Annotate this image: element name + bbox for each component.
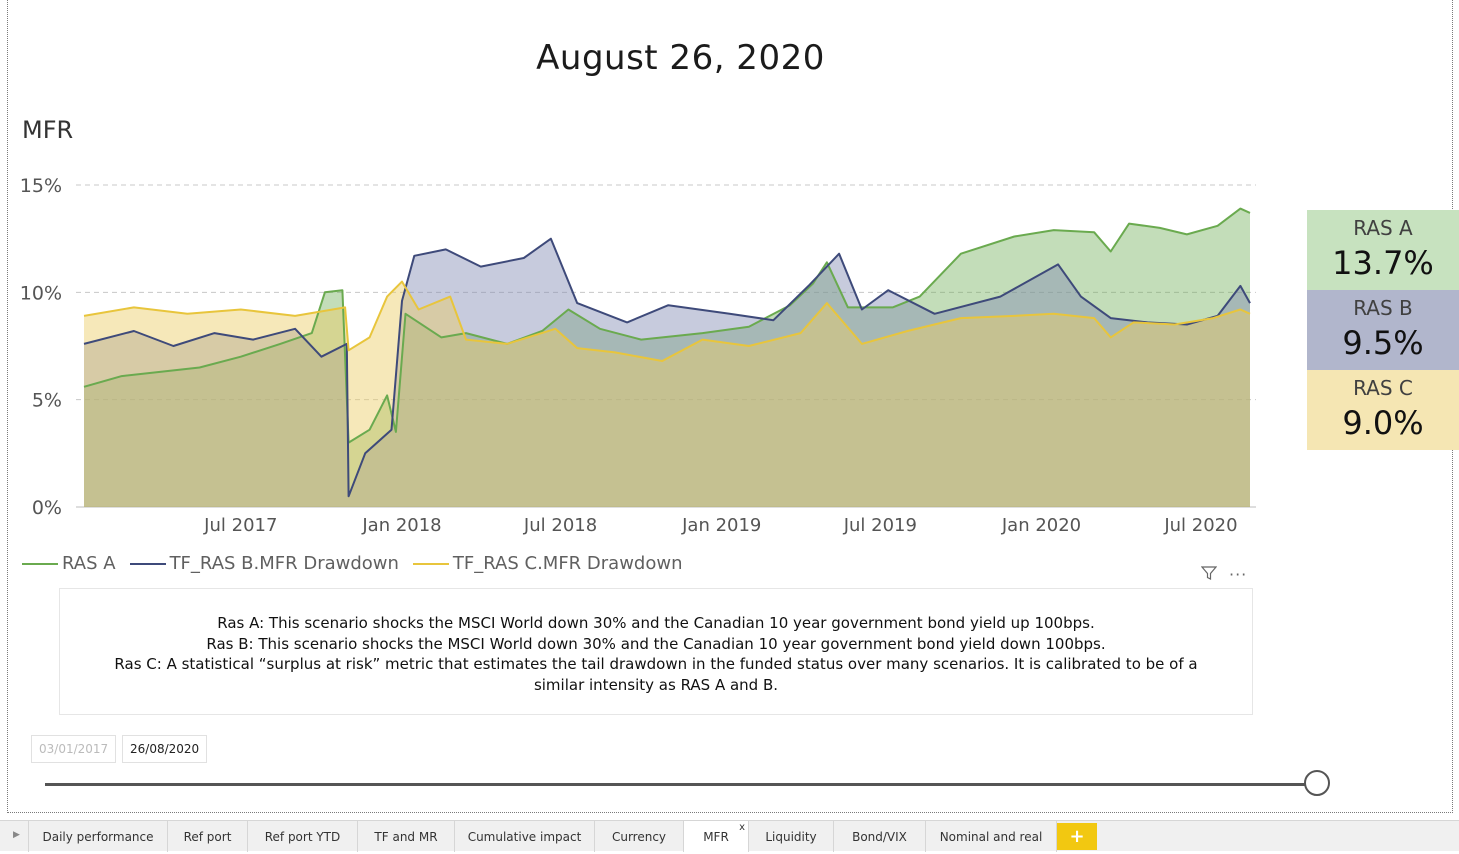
y-tick-label: 5% — [32, 390, 62, 412]
kpi-label-ras-a: RAS A — [1353, 216, 1413, 240]
description-ras-c: Ras C: A statistical “surplus at risk” m… — [114, 655, 1198, 694]
page-tabs-bar: ▶ Daily performance Ref port Ref port YT… — [0, 820, 1459, 852]
tab-label: Currency — [611, 830, 667, 844]
tab-cumulative-impact[interactable]: Cumulative impact — [455, 821, 595, 852]
visual-header: ··· — [1200, 565, 1248, 585]
tab-label: Ref port — [183, 830, 232, 844]
date-slicer-start-input[interactable]: 03/01/2017 — [31, 735, 117, 763]
kpi-label-ras-c: RAS C — [1353, 376, 1413, 400]
tab-bond-vix[interactable]: Bond/VIX — [834, 821, 926, 852]
legend-label-ras-a: RAS A — [62, 553, 116, 574]
tab-label: MFR — [703, 830, 729, 844]
tab-liquidity[interactable]: Liquidity — [749, 821, 834, 852]
description-ras-b: Ras B: This scenario shocks the MSCI Wor… — [206, 634, 1106, 653]
area-fill-ras-b — [84, 238, 1250, 507]
tab-nominal-and-real[interactable]: Nominal and real — [926, 821, 1057, 852]
legend-label-ras-b: TF_RAS B.MFR Drawdown — [169, 553, 399, 574]
x-tick-label: Jan 2018 — [361, 515, 441, 536]
x-tick-label: Jan 2019 — [681, 515, 761, 536]
x-tick-label: Jan 2020 — [1001, 515, 1081, 536]
kpi-card-ras-a: RAS A 13.7% — [1307, 210, 1459, 290]
date-slider-track[interactable] — [45, 783, 1318, 786]
series-line-ras-c — [83, 280, 1251, 362]
kpi-card-ras-b: RAS B 9.5% — [1307, 290, 1459, 370]
chart-title: MFR — [22, 116, 74, 144]
chart-legend: RAS A TF_RAS B.MFR Drawdown TF_RAS C.MFR… — [22, 553, 697, 574]
date-slicer-end-input[interactable]: 26/08/2020 — [122, 735, 208, 763]
report-canvas: August 26, 2020 MFR 15% 10% 5% 0% Jul 2017 Ja… — [7, 0, 1459, 813]
tab-label: Cumulative impact — [467, 830, 582, 844]
area-fill-ras-c — [84, 281, 1250, 507]
tab-label: TF and MR — [374, 830, 438, 844]
tab-daily-performance[interactable]: Daily performance — [28, 821, 168, 852]
legend-item-ras-b[interactable]: TF_RAS B.MFR Drawdown — [129, 553, 399, 574]
tab-ref-port[interactable]: Ref port — [168, 821, 248, 852]
kpi-cards: RAS A 13.7% RAS B 9.5% RAS C 9.0% — [1307, 210, 1459, 450]
x-tick-label: Jul 2017 — [203, 515, 277, 536]
tab-tf-and-mr[interactable]: TF and MR — [358, 821, 455, 852]
tab-label: Ref port YTD — [264, 830, 341, 844]
add-page-button[interactable]: + — [1057, 823, 1097, 850]
kpi-value-ras-c: 9.0% — [1342, 404, 1424, 442]
tab-ref-port-ytd[interactable]: Ref port YTD — [248, 821, 358, 852]
description-textbox: Ras A: This scenario shocks the MSCI Wor… — [59, 588, 1253, 715]
x-tick-label: Jul 2018 — [523, 515, 597, 536]
legend-swatch-ras-c — [412, 562, 449, 565]
x-tick-label: Jul 2019 — [843, 515, 917, 536]
x-tick-label: Jul 2020 — [1163, 515, 1237, 536]
legend-swatch-ras-b — [129, 562, 166, 565]
date-slider-handle[interactable] — [1304, 770, 1330, 796]
tab-currency[interactable]: Currency — [595, 821, 684, 852]
tab-label: Liquidity — [765, 830, 817, 844]
kpi-label-ras-b: RAS B — [1353, 296, 1413, 320]
legend-swatch-ras-a — [22, 562, 58, 565]
report-title: August 26, 2020 — [536, 38, 825, 78]
mfr-area-chart[interactable]: 15% 10% 5% 0% Jul 2017 Jan 2018 Jul 2018 Jan 20… — [8, 160, 1298, 540]
more-options-icon[interactable]: ··· — [1229, 565, 1248, 584]
description-ras-a: Ras A: This scenario shocks the MSCI Wor… — [217, 614, 1095, 632]
kpi-value-ras-b: 9.5% — [1342, 324, 1424, 362]
tab-label: Bond/VIX — [852, 830, 907, 844]
tab-label: Daily performance — [42, 830, 154, 844]
y-tick-label: 10% — [20, 282, 62, 304]
y-tick-label: 15% — [20, 175, 62, 197]
close-tab-icon[interactable]: x — [739, 822, 745, 833]
series-line-ras-b — [83, 237, 1251, 498]
legend-item-ras-c[interactable]: TF_RAS C.MFR Drawdown — [412, 553, 683, 574]
kpi-card-ras-c: RAS C 9.0% — [1307, 370, 1459, 450]
tab-scroll-arrow-icon[interactable]: ▶ — [13, 830, 20, 840]
legend-label-ras-c: TF_RAS C.MFR Drawdown — [452, 553, 683, 574]
tab-mfr[interactable]: MFR x — [684, 821, 749, 852]
legend-item-ras-a[interactable]: RAS A — [22, 553, 116, 574]
tab-label: Nominal and real — [939, 830, 1043, 844]
y-tick-label: 0% — [32, 497, 62, 519]
filter-icon[interactable] — [1200, 565, 1218, 585]
kpi-value-ras-a: 13.7% — [1332, 244, 1434, 282]
